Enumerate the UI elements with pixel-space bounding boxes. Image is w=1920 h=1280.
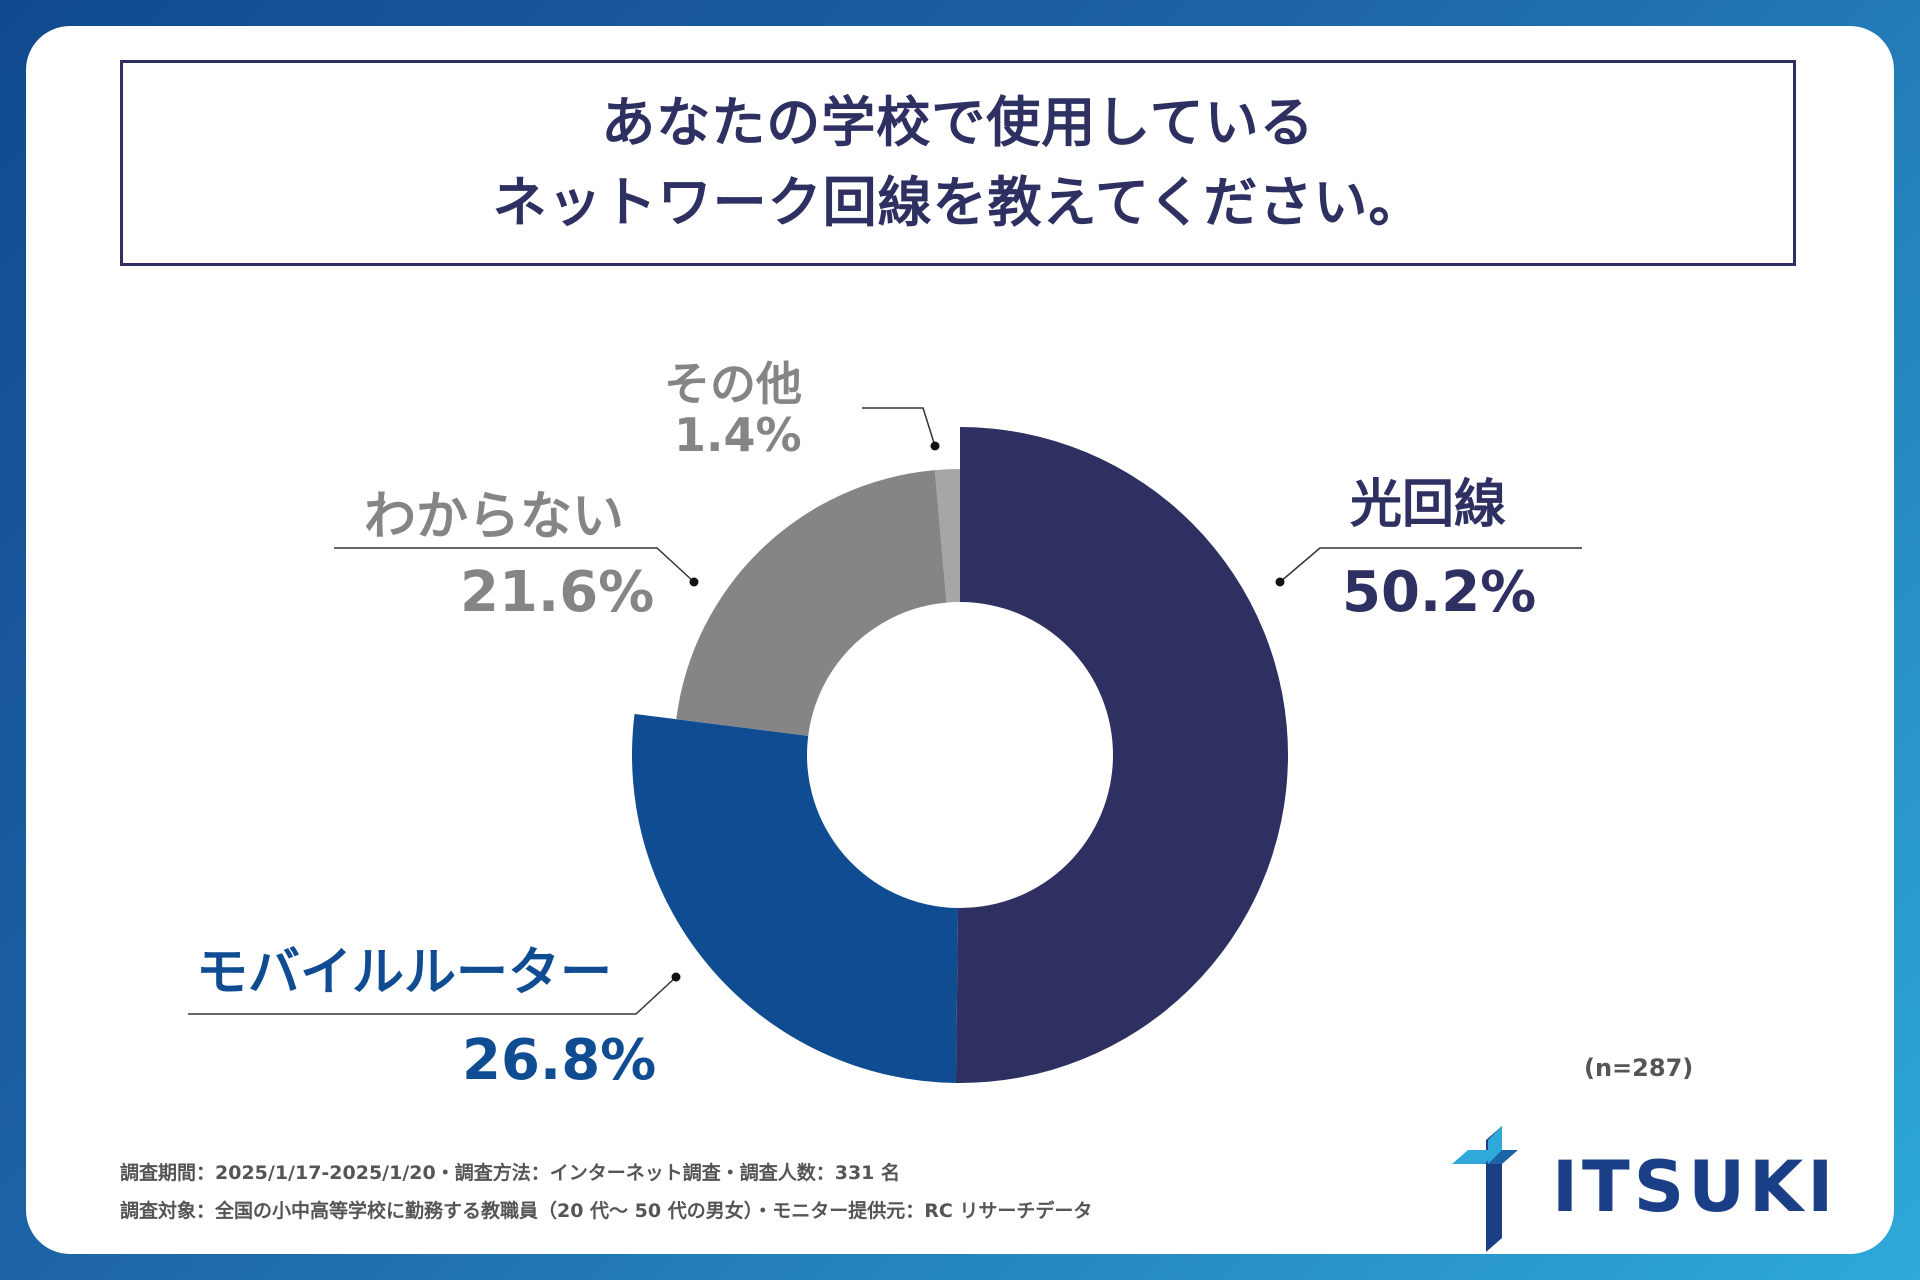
slice-mobile [632, 713, 959, 1083]
itsuki-logo-icon [1452, 1126, 1518, 1252]
slice-value-mobile: 26.8% [462, 1028, 657, 1093]
leader-line-hikari [1279, 547, 1582, 583]
title-box: あなたの学校で使用している ネットワーク回線を教えてください。 [120, 60, 1796, 266]
leader-dot-wakaranai [689, 577, 699, 587]
slice-label-wakaranai: わからない [364, 487, 625, 547]
slice-value-hikari: 50.2% [1342, 560, 1537, 625]
leader-line-wakaranai [334, 547, 695, 583]
title-line-2: ネットワーク回線を教えてください。 [492, 171, 1424, 234]
slice-label-hikari: 光回線 [1350, 475, 1507, 535]
title-line-1: あなたの学校で使用している [601, 91, 1315, 154]
leader-dot-hikari [1275, 577, 1285, 587]
slice-sonota [934, 469, 960, 603]
sample-size-label: (n=287) [1584, 1054, 1694, 1082]
leader-dot-sonota [930, 441, 940, 451]
footnote-survey-target: 調査対象：全国の小中高等学校に勤務する教職員（20 代～ 50 代の男女）・モニ… [120, 1200, 1093, 1222]
leader-line-mobile [188, 976, 677, 1015]
footnote-survey-period: 調査期間：2025/1/17-2025/1/20・調査方法：インターネット調査・… [120, 1162, 901, 1184]
leader-dot-mobile [671, 972, 681, 982]
itsuki-logo-text: ITSUKI [1552, 1146, 1838, 1228]
slice-wakaranai [676, 470, 947, 736]
leader-line-sonota [862, 407, 936, 447]
slice-hikari [955, 427, 1289, 1083]
slice-value-sonota: 1.4% [674, 408, 802, 462]
slice-label-sonota: その他 [664, 357, 802, 411]
slice-label-mobile: モバイルルーター [196, 943, 613, 1003]
slice-value-wakaranai: 21.6% [460, 560, 655, 625]
